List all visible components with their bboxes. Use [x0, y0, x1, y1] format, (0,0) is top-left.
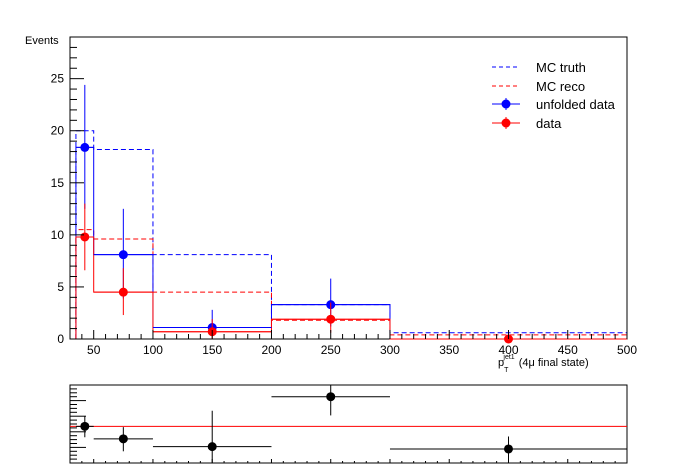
- x-axis-title-suffix: (4μ final state): [519, 357, 589, 369]
- x-tick-label: 150: [202, 343, 222, 357]
- y-axis-title: Events: [25, 35, 59, 47]
- x-tick-label: 50: [87, 343, 101, 357]
- legend-label-mc-truth: MC truth: [536, 60, 586, 75]
- x-tick-label: 100: [143, 343, 163, 357]
- ratio-point-2: [152, 410, 272, 463]
- x-tick-label: 400: [498, 343, 518, 357]
- main-y-axis: 0 5 10 15 20 25: [51, 46, 84, 346]
- x-axis-title-sub: T: [504, 367, 509, 374]
- x-tick-label: 200: [261, 343, 281, 357]
- ratio-point-0: [75, 416, 94, 438]
- point-data-1: [93, 268, 153, 316]
- x-tick-label: 500: [617, 343, 637, 357]
- y-tick-label: 25: [51, 72, 65, 86]
- x-axis-title-sup: jet1: [502, 354, 514, 361]
- legend-label-unfolded-data: unfolded data: [536, 97, 616, 112]
- y-tick-label: 20: [51, 124, 65, 138]
- ratio-point-3: [271, 385, 390, 416]
- ratio-point-1: [93, 427, 153, 452]
- main-data-points: [75, 84, 627, 344]
- ratio-data: [70, 385, 627, 463]
- x-axis-title: pTjet1 (4μ final state): [498, 354, 589, 374]
- hist-mc-reco: [75, 229, 628, 339]
- x-tick-label: 300: [380, 343, 400, 357]
- main-frame: [69, 36, 628, 340]
- legend-swatch-unfolded-data: [492, 98, 520, 110]
- ratio-point-4: [389, 436, 627, 463]
- y-tick-label: 5: [57, 280, 64, 294]
- legend-label-data: data: [536, 116, 562, 131]
- x-axis-title-main: p: [498, 357, 504, 369]
- hist-mc-truth: [75, 130, 628, 339]
- point-unfolded-data-0: [75, 84, 94, 209]
- legend-label-mc-reco: MC reco: [536, 79, 585, 94]
- main-x-axis: 50 100 150 200 250 300 350 400 450 500: [81, 330, 637, 357]
- legend: MC truth MC reco unfolded data data: [492, 60, 616, 131]
- x-tick-label: 250: [321, 343, 341, 357]
- ratio-panel: [69, 384, 628, 464]
- main-panel: 50 100 150 200 250 300 350 400 450 500 0 5 10 15 20 25…: [25, 35, 637, 374]
- point-data-3: [271, 302, 390, 333]
- x-tick-label: 450: [558, 343, 578, 357]
- legend-swatch-data: [492, 117, 520, 129]
- y-tick-label: 10: [51, 228, 65, 242]
- x-tick-label: 350: [439, 343, 459, 357]
- y-tick-label: 15: [51, 176, 65, 190]
- y-tick-label: 0: [57, 332, 64, 346]
- point-data-0: [75, 203, 94, 271]
